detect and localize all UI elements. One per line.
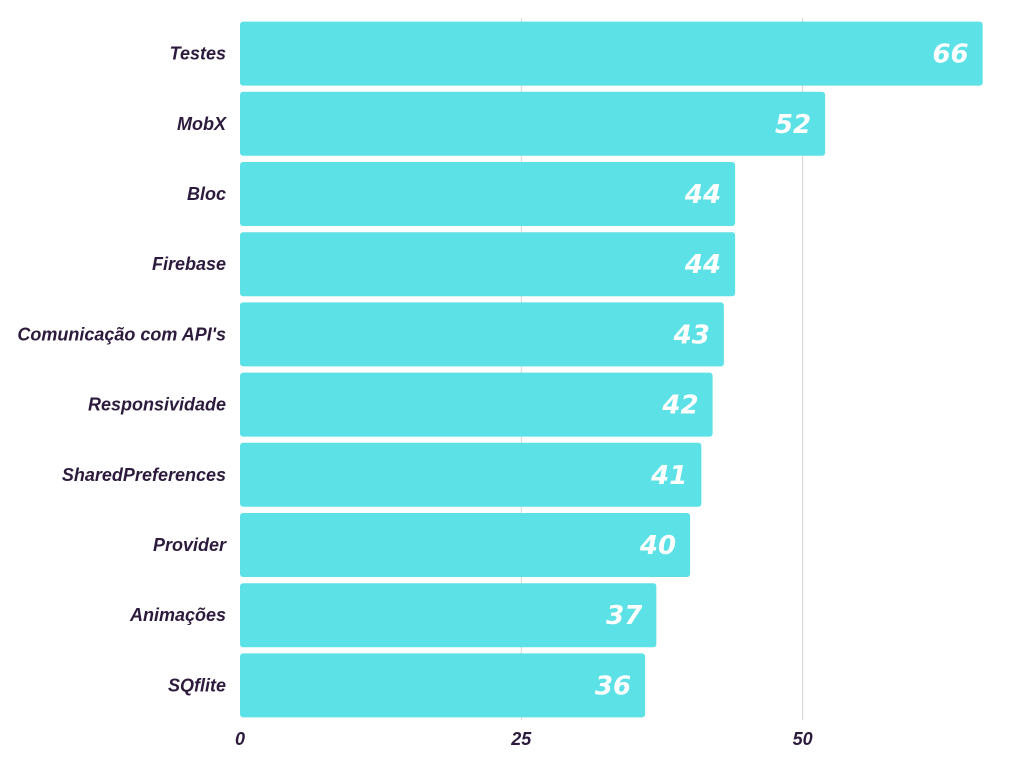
bar-value-label: 41 (650, 461, 687, 491)
bars (240, 21, 983, 718)
category-labels: Testes MobX Bloc Firebase Comunicação com AP… (17, 44, 227, 696)
value-labels: 66 52 44 44 43 42 41 40 37 36 (595, 40, 969, 702)
bar-value-label: 37 (606, 601, 643, 631)
category-label: SQflite (168, 675, 226, 695)
bar (240, 442, 702, 507)
bar (240, 653, 646, 718)
x-tick-label: 25 (510, 729, 532, 749)
bar (240, 91, 826, 156)
bar (240, 162, 736, 226)
category-label: Bloc (187, 184, 226, 204)
bar (240, 513, 691, 577)
bar-value-label: 42 (661, 391, 698, 421)
bar-value-label: 44 (684, 180, 721, 210)
category-label: Firebase (152, 254, 226, 274)
x-tick-label: 50 (793, 729, 813, 749)
bar-value-label: 43 (673, 320, 710, 350)
bar (240, 583, 657, 648)
bar (240, 372, 713, 437)
category-label: MobX (177, 114, 227, 134)
bar (240, 302, 724, 367)
x-axis-tick-labels: 0 25 50 (235, 729, 813, 749)
category-label: Animações (129, 605, 226, 625)
bar-value-label: 44 (684, 250, 721, 280)
category-label: Responsividade (88, 395, 226, 415)
bar (240, 21, 983, 86)
category-label: SharedPreferences (62, 465, 226, 485)
bar-value-label: 52 (775, 110, 811, 140)
category-label: Comunicação com API's (17, 324, 226, 344)
bar-value-label: 66 (932, 40, 968, 70)
category-label: Testes (170, 44, 226, 64)
category-label: Provider (153, 535, 227, 555)
bar-value-label: 36 (595, 671, 631, 701)
x-tick-label: 0 (235, 729, 245, 749)
bar (240, 232, 736, 297)
bar-value-label: 40 (639, 531, 676, 561)
